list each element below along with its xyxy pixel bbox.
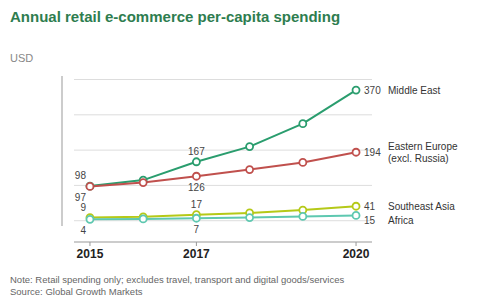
grid-line	[74, 150, 372, 151]
series-marker	[193, 215, 200, 222]
y-axis-line	[62, 76, 63, 226]
series-name-line: Southeast Asia	[388, 201, 455, 212]
series-name: Middle East	[388, 85, 440, 96]
series-marker	[86, 183, 93, 190]
subtitle: USD	[10, 52, 33, 64]
series-marker	[140, 179, 147, 186]
data-label: 9	[80, 202, 86, 213]
title: Annual retail e-commerce per-capita spen…	[10, 8, 340, 25]
series-marker	[140, 215, 147, 222]
series-marker	[246, 214, 253, 221]
x-tick	[196, 242, 197, 246]
series-marker	[193, 173, 200, 180]
data-label: 4	[80, 225, 86, 236]
series-line	[90, 90, 356, 186]
data-label: 17	[191, 199, 203, 210]
data-label: 98	[75, 170, 87, 181]
data-label: 126	[188, 182, 205, 193]
series-marker	[246, 166, 253, 173]
x-ticks: 2015 2017 2020	[77, 242, 370, 261]
x-axis-line	[74, 242, 372, 243]
series-marker	[299, 159, 306, 166]
end-label: 15	[364, 215, 376, 226]
chart: Annual retail e-commerce per-capita spen…	[0, 0, 500, 306]
series-marker	[246, 143, 253, 150]
x-tick-label: 2015	[77, 247, 104, 261]
grid-line	[74, 114, 372, 115]
series-name-line: Middle East	[388, 85, 440, 96]
series-line	[90, 215, 356, 219]
plot-area	[86, 87, 359, 223]
note: Note: Retail spending only; excludes tra…	[10, 274, 345, 297]
series-marker	[299, 213, 306, 220]
data-label: 7	[194, 224, 200, 235]
series-marker	[86, 183, 93, 190]
series-marker	[353, 149, 360, 156]
series-name-line: Africa	[388, 215, 414, 226]
x-tick-label: 2017	[183, 247, 210, 261]
series-name-line: Eastern Europe	[388, 141, 458, 152]
end-label: 370	[364, 85, 381, 96]
series-name: Southeast Asia	[388, 201, 455, 212]
end-label: 41	[364, 201, 376, 212]
end-label: 194	[364, 147, 381, 158]
series-name-line: (excl. Russia)	[388, 153, 449, 164]
series-marker	[299, 120, 306, 127]
note-line: Source: Global Growth Markets	[10, 286, 143, 297]
grid	[74, 80, 372, 221]
x-tick	[89, 242, 90, 246]
grid-line	[74, 220, 372, 221]
series-name: Eastern Europe(excl. Russia)	[388, 141, 458, 164]
annotations: 989794167126177370Middle East194Eastern …	[75, 85, 458, 237]
grid-line	[74, 79, 372, 80]
series-marker	[86, 216, 93, 223]
series-marker	[353, 203, 360, 210]
series-marker	[353, 87, 360, 94]
note-line: Note: Retail spending only; excludes tra…	[10, 274, 345, 285]
data-label: 167	[188, 146, 205, 157]
series-name: Africa	[388, 215, 414, 226]
series-marker	[353, 212, 360, 219]
x-tick	[356, 242, 357, 246]
series-marker	[193, 158, 200, 165]
series-line	[90, 152, 356, 186]
x-tick-label: 2020	[343, 247, 370, 261]
